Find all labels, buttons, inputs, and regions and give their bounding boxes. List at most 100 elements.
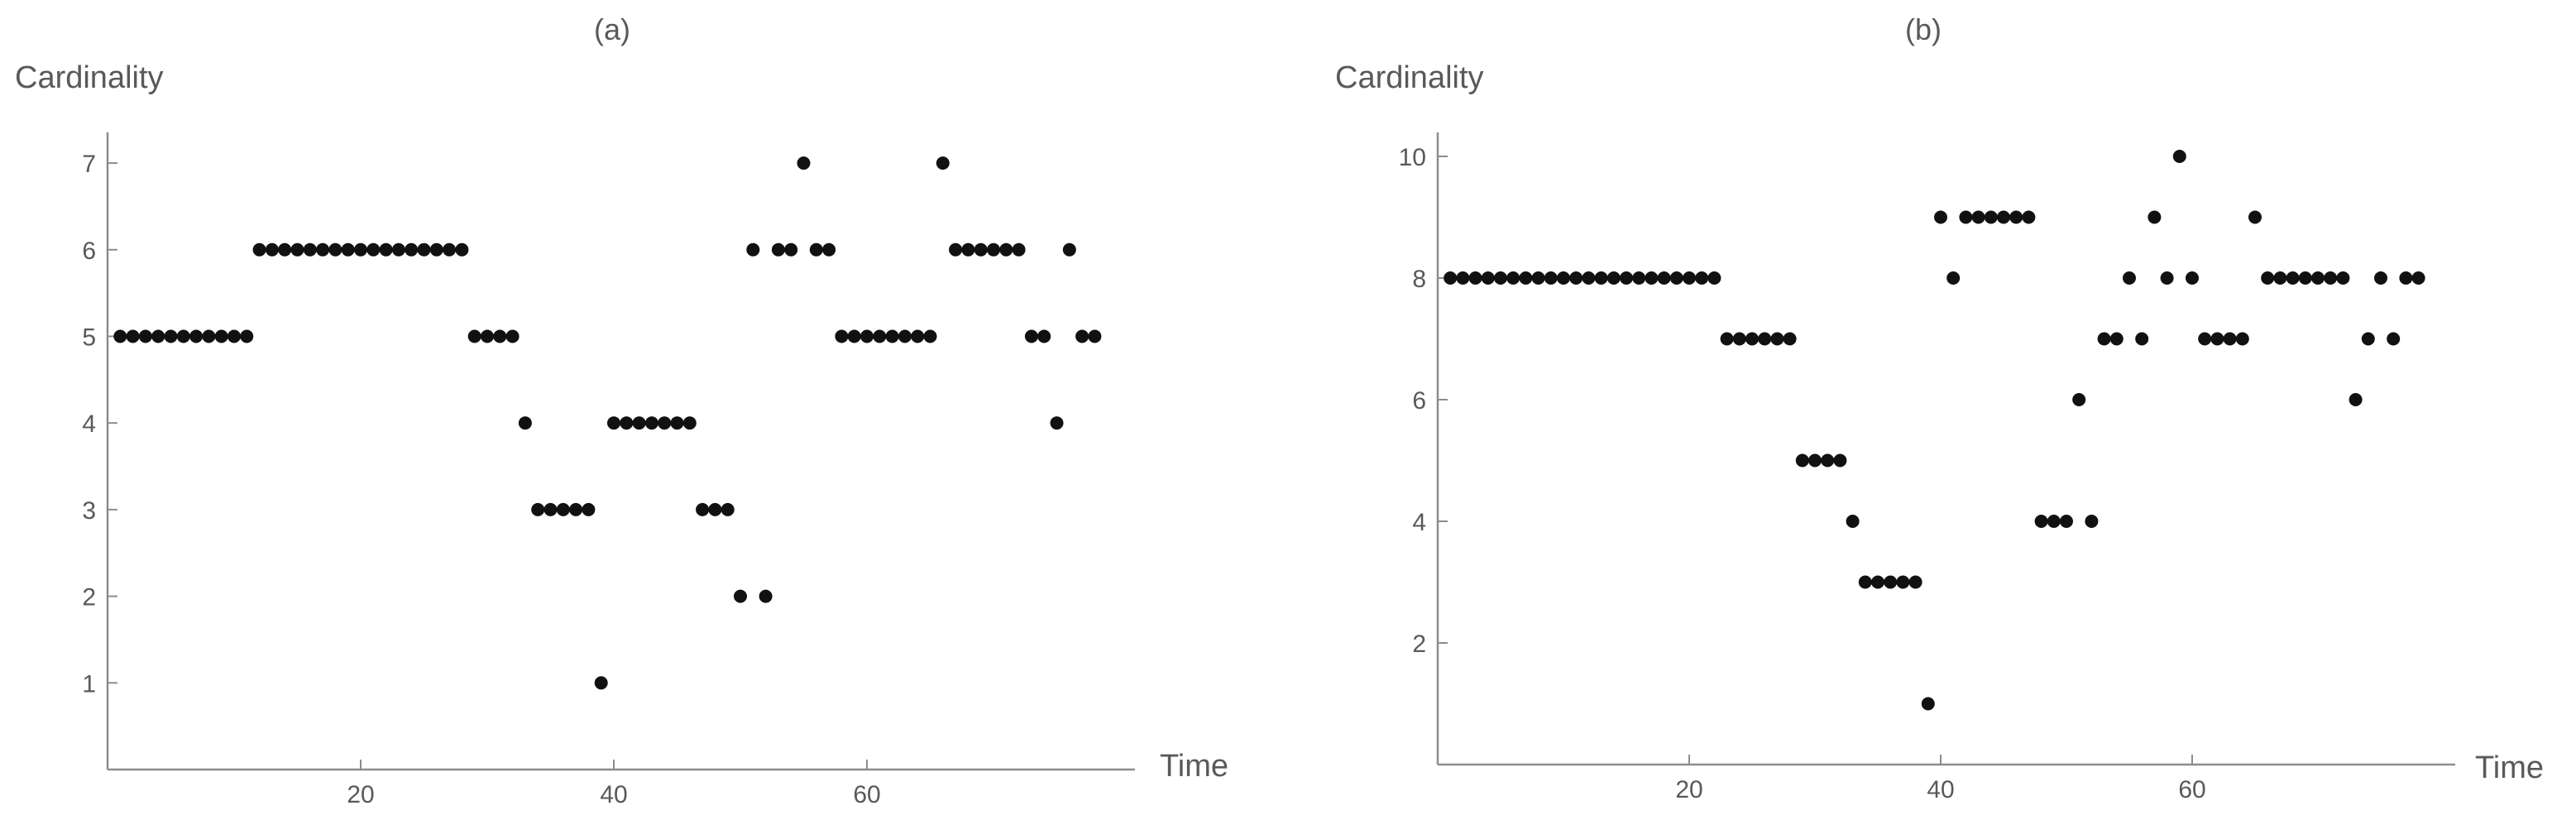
x-tick-label-a-0: 20 xyxy=(347,781,374,808)
data-point-a-21 xyxy=(379,242,393,257)
data-point-b-39 xyxy=(1934,210,1947,224)
points-a xyxy=(113,156,1102,690)
data-point-a-41 xyxy=(632,416,646,430)
y-tick-label-b-2: 6 xyxy=(1412,387,1426,415)
data-point-b-72 xyxy=(2349,393,2363,406)
data-point-a-43 xyxy=(658,416,672,430)
data-point-b-57 xyxy=(2160,271,2174,285)
data-point-a-2 xyxy=(138,329,152,343)
data-point-a-49 xyxy=(734,589,747,603)
y-tick-label-b-0: 2 xyxy=(1412,631,1426,658)
data-point-b-20 xyxy=(1695,271,1709,285)
data-point-b-62 xyxy=(2223,332,2237,346)
data-point-a-12 xyxy=(265,242,279,257)
chart-title-a: (a) xyxy=(594,12,630,46)
data-point-b-44 xyxy=(1997,210,2010,224)
data-point-b-76 xyxy=(2399,271,2413,285)
data-point-b-68 xyxy=(2298,271,2312,285)
x-tick-label-b-0: 20 xyxy=(1675,776,1702,803)
data-point-b-12 xyxy=(1594,271,1608,285)
data-point-b-77 xyxy=(2411,271,2425,285)
data-point-b-8 xyxy=(1544,271,1558,285)
data-point-a-71 xyxy=(1012,242,1026,257)
y-tick-label-a-3: 4 xyxy=(82,410,96,438)
data-point-a-10 xyxy=(240,329,254,343)
data-point-a-19 xyxy=(354,242,367,257)
data-point-a-23 xyxy=(405,242,419,257)
data-point-b-38 xyxy=(1921,697,1935,711)
data-point-a-17 xyxy=(328,242,342,257)
data-point-a-31 xyxy=(505,329,520,343)
data-point-a-68 xyxy=(974,242,988,257)
data-point-a-56 xyxy=(822,242,836,257)
data-point-a-32 xyxy=(518,416,532,430)
y-axis-label-a: Cardinality xyxy=(15,60,164,95)
data-point-a-66 xyxy=(949,242,963,257)
data-point-a-47 xyxy=(708,502,722,516)
data-point-a-42 xyxy=(644,416,658,430)
data-point-a-18 xyxy=(341,242,355,257)
data-point-a-25 xyxy=(429,242,443,257)
data-point-b-45 xyxy=(2009,210,2023,224)
data-point-b-46 xyxy=(2022,210,2036,224)
y-tick-label-b-3: 8 xyxy=(1412,266,1426,293)
data-point-b-11 xyxy=(1582,271,1596,285)
data-point-b-50 xyxy=(2072,393,2086,406)
data-point-a-30 xyxy=(493,329,507,343)
data-point-a-20 xyxy=(366,242,381,257)
data-point-b-15 xyxy=(1632,271,1646,285)
data-point-a-38 xyxy=(594,676,608,690)
data-point-a-29 xyxy=(481,329,494,343)
data-point-b-29 xyxy=(1808,453,1822,468)
data-point-a-73 xyxy=(1037,329,1051,343)
data-point-b-32 xyxy=(1846,515,1860,528)
data-point-b-3 xyxy=(1481,271,1495,285)
data-point-a-39 xyxy=(607,416,620,430)
y-tick-label-a-0: 1 xyxy=(82,670,96,698)
y-tick-label-a-5: 6 xyxy=(82,237,96,265)
x-axis-label-b: Time xyxy=(2475,750,2544,785)
data-point-a-62 xyxy=(898,329,912,343)
chart-panel-a: (a) Cardinality Time 1 2 3 4 5 6 7 20 40 60 xyxy=(15,12,1228,808)
data-point-b-67 xyxy=(2286,271,2300,285)
data-point-a-24 xyxy=(417,242,431,257)
data-point-a-67 xyxy=(961,242,975,257)
y-axis-label-b: Cardinality xyxy=(1335,60,1484,95)
data-point-b-41 xyxy=(1959,210,1973,224)
data-point-a-57 xyxy=(835,329,849,343)
data-point-b-66 xyxy=(2273,271,2287,285)
data-point-b-4 xyxy=(1494,271,1507,285)
data-point-a-69 xyxy=(987,242,1000,257)
data-point-b-75 xyxy=(2387,332,2401,346)
data-point-b-74 xyxy=(2374,271,2387,285)
data-point-a-59 xyxy=(860,329,874,343)
data-point-b-69 xyxy=(2311,271,2325,285)
data-point-a-48 xyxy=(721,502,735,516)
data-point-a-35 xyxy=(556,502,570,516)
data-point-a-60 xyxy=(873,329,887,343)
data-point-b-54 xyxy=(2123,271,2136,285)
x-axis-label-a: Time xyxy=(1160,749,1228,784)
data-point-a-65 xyxy=(936,156,950,170)
data-point-a-7 xyxy=(202,329,216,343)
data-point-b-1 xyxy=(1456,271,1470,285)
data-point-a-3 xyxy=(151,329,165,343)
data-point-b-14 xyxy=(1620,271,1633,285)
data-point-a-11 xyxy=(252,242,266,257)
x-tick-label-b-1: 40 xyxy=(1927,776,1954,803)
data-point-b-21 xyxy=(1707,271,1721,285)
data-point-a-58 xyxy=(847,329,861,343)
data-point-b-13 xyxy=(1606,271,1621,285)
y-tick-label-a-6: 7 xyxy=(82,151,96,178)
data-point-b-60 xyxy=(2198,332,2212,346)
data-point-a-13 xyxy=(278,242,292,257)
x-tick-label-a-2: 60 xyxy=(853,781,880,808)
data-point-a-22 xyxy=(391,242,405,257)
data-point-a-6 xyxy=(189,329,203,343)
data-point-a-26 xyxy=(443,242,457,257)
data-point-a-37 xyxy=(582,502,596,516)
chart-title-b: (b) xyxy=(1905,12,1942,46)
data-point-b-59 xyxy=(2186,271,2199,285)
data-point-a-45 xyxy=(682,416,697,430)
ticks-b: 2 4 6 8 10 20 40 60 xyxy=(1399,144,2206,803)
